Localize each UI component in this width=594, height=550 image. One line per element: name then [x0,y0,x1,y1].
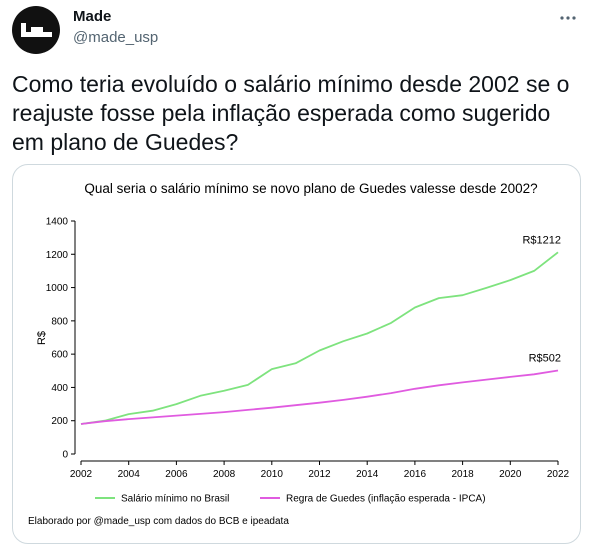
y-tick-label: 1000 [46,283,69,294]
y-tick-label: 0 [62,450,68,461]
y-tick-label: 600 [51,350,68,361]
user-handle[interactable]: @made_usp [73,29,159,46]
more-options-button[interactable] [556,8,580,28]
legend-label-1: Salário mínimo no Brasil [121,494,229,505]
x-tick-label: 2022 [547,469,570,480]
y-tick-label: 1200 [46,250,69,261]
line-chart: Qual seria o salário mínimo se novo plan… [28,181,570,527]
y-tick-label: 1400 [46,217,69,228]
axes: 0 200 400 600 800 1000 1200 1400 2002 2004 2006 200… [46,217,570,481]
x-tick-label: 2018 [451,469,474,480]
x-tick-label: 2008 [213,469,236,480]
series-end-label-1: R$1212 [522,234,561,246]
y-tick-label: 200 [51,416,68,427]
chart-title: Qual seria o salário mínimo se novo plan… [84,181,537,196]
series-end-label-2: R$502 [529,352,561,364]
made-logo-icon [21,23,52,37]
legend: Salário mínimo no Brasil Regra de Guedes … [95,494,486,505]
tweet-text: Como teria evoluído o salário mínimo des… [12,71,570,155]
legend-label-2: Regra de Guedes (inflação esperada - IPC… [286,494,486,505]
x-tick-label: 2002 [70,469,93,480]
x-tick-label: 2010 [261,469,284,480]
y-tick-label: 400 [51,383,68,394]
display-name[interactable]: Made [73,8,112,25]
x-tick-label: 2012 [308,469,331,480]
y-tick-label: 800 [51,316,68,327]
x-tick-label: 2006 [165,469,188,480]
more-dots-icon [560,16,576,20]
avatar[interactable] [12,6,60,54]
y-axis-label: R$ [36,331,48,345]
x-tick-label: 2004 [118,469,141,480]
x-tick-label: 2016 [404,469,427,480]
x-tick-label: 2014 [356,469,379,480]
series-line-2 [80,369,559,425]
series-line-1 [80,251,559,425]
x-tick-label: 2020 [499,469,522,480]
media-card[interactable]: Qual seria o salário mínimo se novo plan… [12,164,581,544]
source-note: Elaborado por @made_usp com dados do BCB… [28,516,289,527]
series-layer: R$1212 R$502 [80,234,561,425]
